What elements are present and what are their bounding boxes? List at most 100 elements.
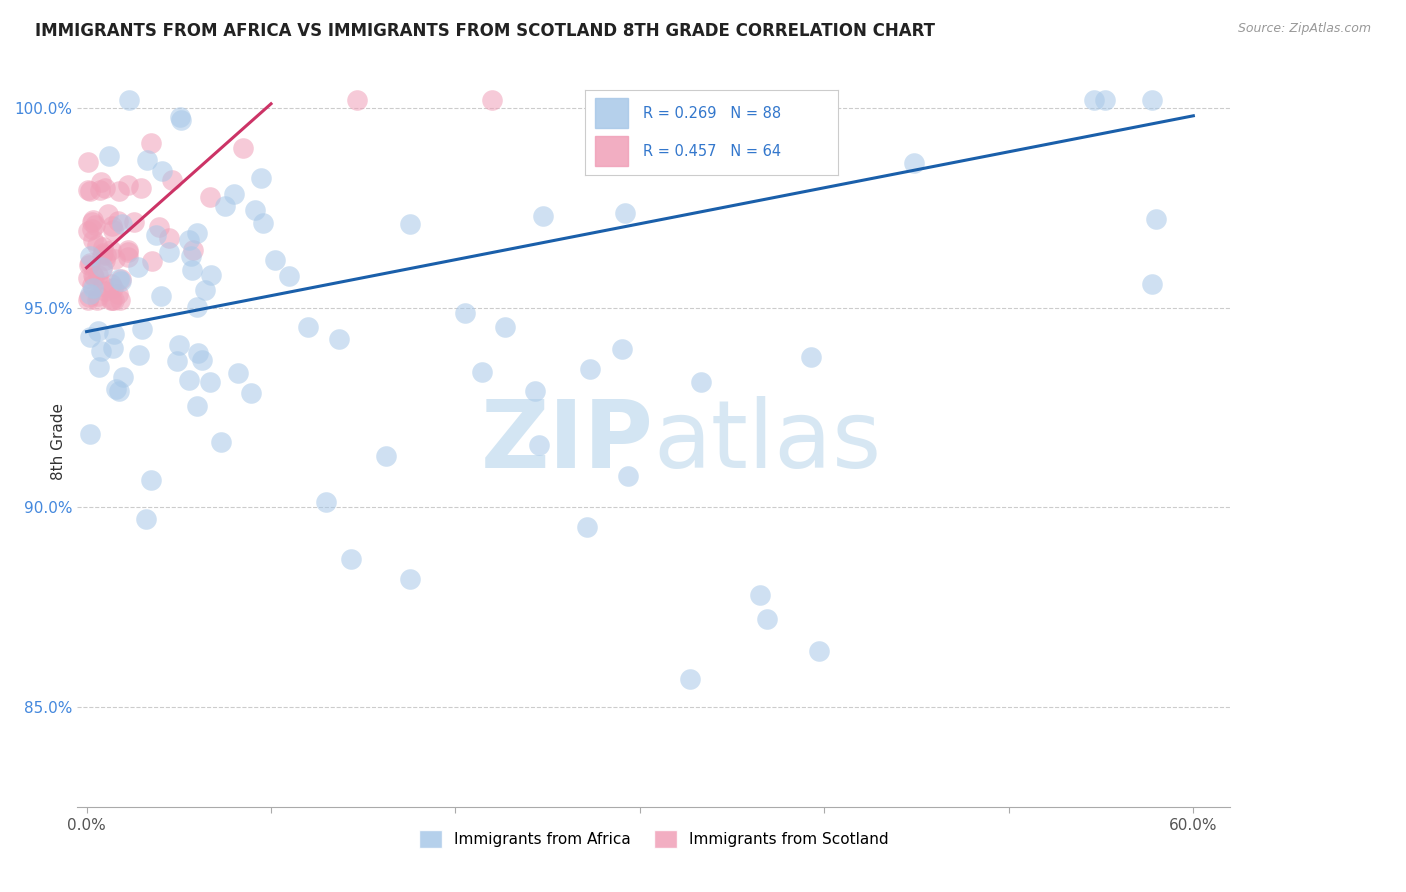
Point	[145, 228, 167, 243]
Point	[107, 214, 129, 228]
Point	[166, 354, 188, 368]
Point	[103, 327, 125, 342]
Point	[209, 435, 232, 450]
Point	[83, 270, 105, 285]
Point	[239, 386, 262, 401]
Point	[150, 164, 173, 178]
Point	[82, 212, 104, 227]
Point	[79, 286, 101, 301]
Point	[97, 207, 120, 221]
Point	[103, 222, 125, 236]
Point	[399, 218, 422, 232]
Point	[86, 237, 108, 252]
Point	[94, 285, 117, 299]
Point	[179, 373, 201, 387]
Point	[141, 136, 163, 150]
Point	[77, 183, 100, 197]
Text: Source: ZipAtlas.com: Source: ZipAtlas.com	[1237, 22, 1371, 36]
Point	[180, 249, 202, 263]
Point	[194, 283, 217, 297]
Point	[533, 209, 555, 223]
Point	[101, 281, 124, 295]
Point	[77, 258, 100, 272]
Point	[250, 171, 273, 186]
Point	[748, 589, 770, 603]
Point	[471, 365, 494, 379]
Point	[94, 253, 117, 268]
Point	[97, 149, 120, 163]
Point	[117, 250, 139, 264]
Point	[82, 233, 104, 247]
Point	[214, 199, 236, 213]
Point	[86, 293, 108, 307]
Point	[198, 375, 221, 389]
Point	[252, 216, 274, 230]
Point	[94, 181, 117, 195]
Point	[110, 274, 132, 288]
Point	[222, 186, 245, 201]
Point	[1140, 93, 1163, 107]
Point	[77, 224, 100, 238]
Point	[118, 93, 141, 107]
Point	[198, 190, 221, 204]
Point	[610, 342, 633, 356]
Point	[84, 218, 107, 232]
Point	[808, 644, 831, 658]
Point	[91, 260, 114, 274]
Text: atlas: atlas	[654, 395, 882, 488]
Point	[139, 473, 162, 487]
Point	[122, 215, 145, 229]
Point	[129, 180, 152, 194]
Point	[277, 269, 299, 284]
Point	[101, 293, 124, 307]
Point	[79, 184, 101, 198]
Point	[91, 240, 114, 254]
Point	[454, 306, 477, 320]
Point	[157, 231, 180, 245]
Point	[578, 362, 600, 376]
Point	[108, 293, 131, 307]
Point	[100, 243, 122, 257]
Point	[87, 289, 110, 303]
Point	[264, 252, 287, 267]
Point	[103, 293, 125, 307]
Point	[181, 243, 204, 257]
Point	[79, 249, 101, 263]
Point	[191, 352, 214, 367]
Point	[180, 263, 202, 277]
Point	[86, 324, 108, 338]
Point	[903, 155, 925, 169]
Point	[340, 552, 363, 566]
Y-axis label: 8th Grade: 8th Grade	[51, 403, 66, 480]
Point	[679, 673, 702, 687]
Point	[90, 175, 112, 189]
Point	[101, 219, 124, 234]
Point	[162, 173, 184, 187]
Point	[90, 343, 112, 358]
Point	[80, 214, 103, 228]
Point	[148, 219, 170, 234]
Point	[1144, 212, 1167, 227]
Point	[135, 511, 157, 525]
Point	[87, 360, 110, 375]
Point	[614, 206, 637, 220]
Point	[740, 93, 762, 107]
Point	[131, 322, 153, 336]
Point	[141, 253, 163, 268]
Point	[232, 140, 254, 154]
Point	[523, 384, 546, 398]
Point	[690, 375, 713, 389]
Point	[107, 271, 129, 285]
Point	[200, 268, 222, 282]
Text: ZIP: ZIP	[481, 395, 654, 488]
Point	[90, 248, 112, 262]
Point	[245, 202, 267, 217]
Point	[297, 320, 319, 334]
Point	[228, 367, 250, 381]
Point	[494, 319, 516, 334]
Point	[186, 399, 208, 413]
Point	[481, 93, 503, 107]
Point	[90, 262, 112, 277]
Point	[800, 350, 823, 364]
Text: IMMIGRANTS FROM AFRICA VS IMMIGRANTS FROM SCOTLAND 8TH GRADE CORRELATION CHART: IMMIGRANTS FROM AFRICA VS IMMIGRANTS FRO…	[35, 22, 935, 40]
